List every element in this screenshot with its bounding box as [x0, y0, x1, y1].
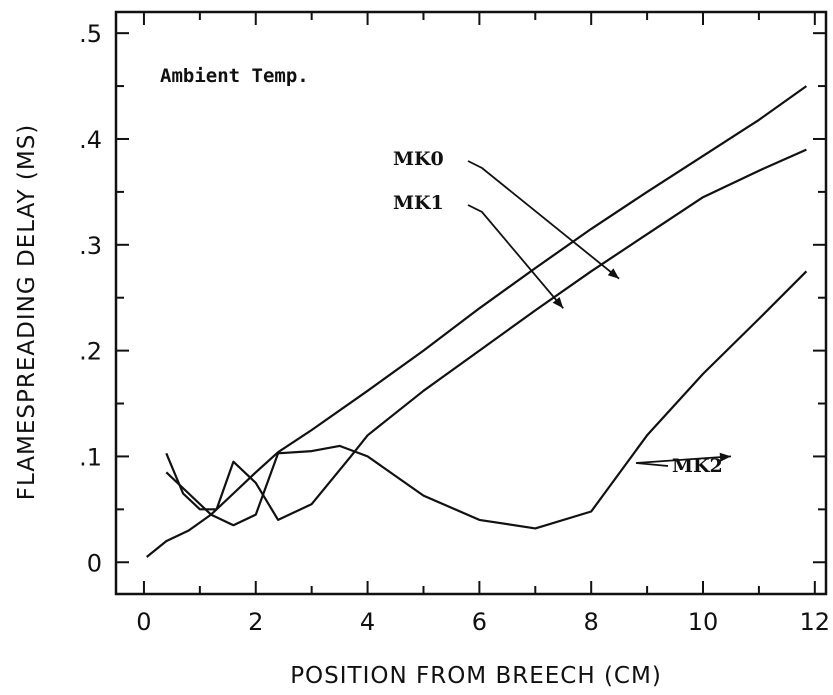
x-tick-label: 12 [800, 608, 831, 636]
ambient-temp-annotation: Ambient Temp. [160, 65, 309, 87]
series-arrowhead-mk0 [607, 268, 620, 279]
series-label-mk1: MK1 [393, 192, 444, 214]
plot-frame [114, 10, 828, 596]
series-line-mk1 [165, 270, 808, 530]
y-tick-label: .5 [79, 20, 102, 48]
x-tick-label: 2 [248, 608, 263, 636]
y-tick-label: .3 [79, 232, 102, 260]
x-axis-title: POSITION FROM BREECH (CM) [290, 663, 662, 689]
series-leader-mk0 [467, 160, 620, 280]
axis-ticks [116, 12, 826, 594]
series-arrowhead-mk2 [719, 452, 731, 462]
series-leader-mk1 [467, 204, 564, 309]
series-leader-mk2 [635, 455, 732, 467]
x-tick-label: 0 [136, 608, 151, 636]
series-line-mk2 [165, 148, 807, 522]
y-tick-labels: 0 .1 .2 .3 .4 .5 [79, 20, 102, 577]
y-axis-title: FLAMESPREADING DELAY (MS) [14, 124, 40, 501]
series-arrowhead-mk1 [552, 297, 564, 309]
x-tick-labels: 0 2 4 6 8 10 12 [136, 608, 830, 636]
series-line-mk0 [146, 85, 808, 558]
y-tick-label: .1 [79, 443, 102, 471]
x-tick-label: 4 [360, 608, 375, 636]
y-tick-label: .2 [79, 338, 102, 366]
series-lines [146, 85, 808, 558]
series-label-mk0: MK0 [393, 148, 444, 170]
x-tick-label: 8 [584, 608, 599, 636]
x-tick-label: 6 [472, 608, 487, 636]
x-tick-label: 10 [688, 608, 719, 636]
y-tick-label: .4 [79, 126, 102, 154]
y-tick-label: 0 [87, 549, 102, 577]
